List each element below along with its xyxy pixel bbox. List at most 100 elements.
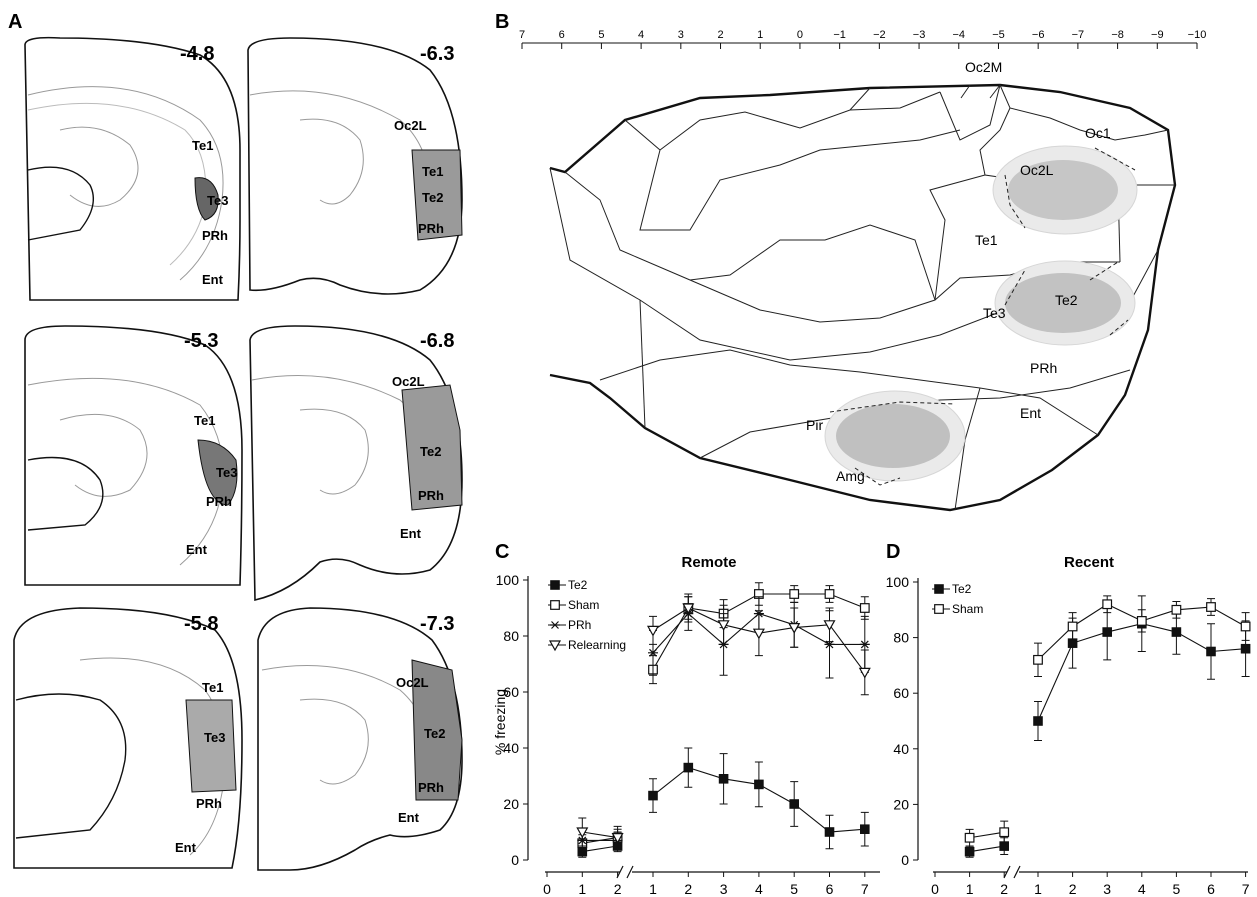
cortex-boundary <box>27 86 224 281</box>
ruler-tick-label: −4 <box>952 29 965 41</box>
section-outline <box>24 36 241 301</box>
chart-title: Recent <box>1064 554 1114 571</box>
region-label: Te1 <box>192 138 213 153</box>
x-tick-label: 6 <box>826 881 834 897</box>
x-tick-label: 4 <box>755 881 763 897</box>
x-tick-label: 2 <box>1069 881 1077 897</box>
y-tick-label: 40 <box>893 741 909 757</box>
data-point <box>648 648 658 657</box>
data-point <box>576 827 589 839</box>
data-point <box>1171 627 1182 637</box>
lesion-area <box>411 659 463 801</box>
x-tick-label: 5 <box>790 881 798 897</box>
data-point <box>964 846 975 857</box>
midbrain-outline <box>15 693 127 839</box>
panel-d: D Recent 0 20 40 60 80 100 0 1 2 1 2 3 4 5 6 7 Te2 Sham <box>886 541 1251 897</box>
series-line-pre <box>582 831 618 839</box>
panel-a-label: A <box>8 11 22 33</box>
x-tick-label: 7 <box>861 881 869 897</box>
region-label: Ent <box>202 272 224 287</box>
ruler-tick-label: −2 <box>873 29 886 41</box>
ruler-tick-label: 4 <box>638 29 644 41</box>
lesion-area <box>411 149 463 241</box>
data-point <box>824 589 835 599</box>
plot-area-d: 0 20 40 60 80 100 0 1 2 1 2 3 4 5 6 7 <box>886 574 1251 897</box>
lesion-core <box>1005 273 1121 333</box>
white-matter-line <box>27 102 207 266</box>
data-point <box>964 832 975 843</box>
map-region-label: Oc2M <box>965 59 1002 75</box>
data-point <box>648 790 658 801</box>
y-tick-label: 0 <box>901 852 909 868</box>
legend-marker <box>550 580 560 590</box>
data-point <box>1136 616 1147 626</box>
y-tick-label: 40 <box>503 740 519 756</box>
section-outline <box>257 607 463 871</box>
region-label: Ent <box>175 840 197 855</box>
region-label: Te2 <box>422 190 443 205</box>
plot-area-c: 0 20 40 60 80 100 0 1 2 1 2 3 4 5 6 7 <box>496 572 880 897</box>
map-region-label: Te3 <box>983 305 1006 321</box>
hippocampus-outline <box>299 118 364 205</box>
region-label: PRh <box>202 228 228 243</box>
legend-marker <box>934 584 944 594</box>
series-line-pre <box>582 845 618 853</box>
panel-b: B 7 6 5 4 3 2 1 0 −1 −2 −3 −4 −5 −6 −7 −8 −9 −10 <box>495 11 1206 512</box>
region-label: Ent <box>400 526 422 541</box>
hippocampus-outline <box>59 413 148 497</box>
ruler-tick-label: 2 <box>717 29 723 41</box>
map-region-label: PRh <box>1030 360 1057 376</box>
legend-c: Te2 Sham PRh Relearning <box>548 578 626 652</box>
data-point <box>752 628 765 640</box>
data-point <box>1206 646 1216 657</box>
coord-label: -5.8 <box>184 613 218 635</box>
map-region-label: Oc1 <box>1085 125 1111 141</box>
y-tick-label: 60 <box>503 684 519 700</box>
section-minus-5-8: -5.8 Te1 Te3 PRh Ent <box>13 607 243 869</box>
y-tick-label: 80 <box>893 630 909 646</box>
hippocampus-outline <box>59 126 139 207</box>
data-point <box>859 640 870 649</box>
region-label: Ent <box>398 810 420 825</box>
cortex-boundary <box>27 377 224 566</box>
data-point <box>1171 604 1182 615</box>
legend-d: Te2 Sham <box>932 582 983 616</box>
series-te2 <box>964 595 1251 858</box>
series-relearning <box>576 593 871 850</box>
legend-marker <box>548 640 562 652</box>
legend-label: Relearning <box>568 638 626 652</box>
coord-label: -6.3 <box>420 43 454 65</box>
data-point <box>823 620 836 632</box>
ruler-tick-label: −3 <box>913 29 926 41</box>
panel-b-label: B <box>495 11 509 33</box>
lesion-area <box>194 177 219 221</box>
data-point <box>860 824 870 835</box>
lesion-core <box>836 404 950 468</box>
data-point <box>824 827 835 837</box>
ruler-tick-label: −6 <box>1032 29 1045 41</box>
section-minus-4-8: -4.8 Te1 Te3 PRh Ent <box>24 36 241 301</box>
legend-marker <box>934 604 944 614</box>
data-point <box>789 799 800 809</box>
legend-label: Te2 <box>952 582 972 596</box>
region-label: Te3 <box>207 193 228 208</box>
x-tick-label: 0 <box>543 881 551 897</box>
series-line-pre <box>969 831 1005 839</box>
legend-label: PRh <box>568 618 591 632</box>
section-minus-6-8: -6.8 Oc2L Te2 PRh Ent <box>249 325 463 601</box>
y-tick-label: 100 <box>886 574 910 590</box>
y-tick-label: 20 <box>503 796 519 812</box>
panel-a: A -4.8 Te1 Te3 PRh Ent -6.3 Oc2L Te1 Te2… <box>8 11 463 871</box>
region-label: PRh <box>418 221 444 236</box>
section-minus-6-3: -6.3 Oc2L Te1 Te2 PRh <box>247 37 463 295</box>
legend-label: Sham <box>952 602 983 616</box>
data-point <box>1240 621 1251 632</box>
ruler-tick-label: −7 <box>1072 29 1085 41</box>
coord-label: -5.3 <box>184 330 218 352</box>
y-axis-label: % freezing <box>492 689 508 755</box>
series-line-pre <box>969 845 1005 853</box>
x-tick-label: 7 <box>1242 881 1250 897</box>
data-point <box>1240 643 1251 654</box>
y-tick-label: 80 <box>503 628 519 644</box>
x-tick-label: 2 <box>1000 881 1008 897</box>
